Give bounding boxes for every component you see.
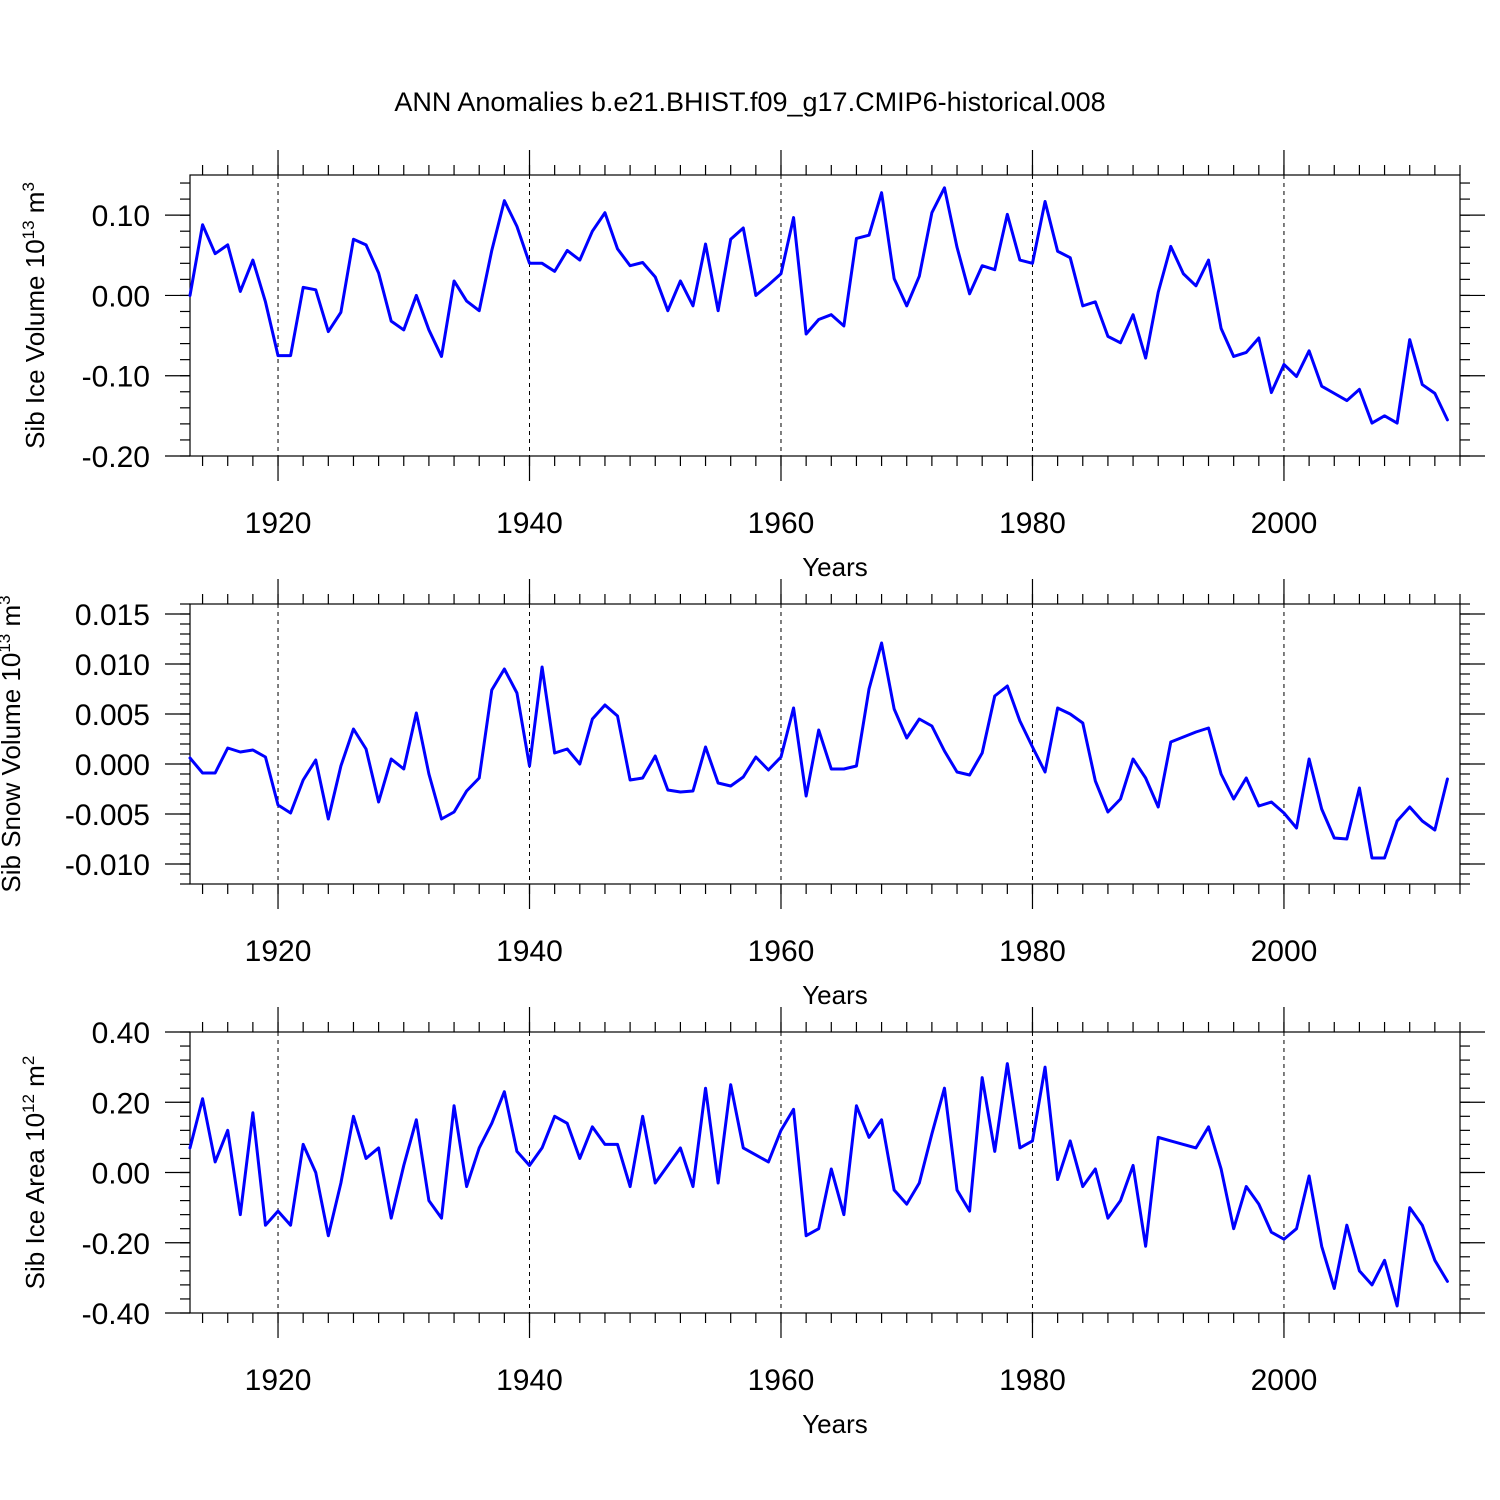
y-tick-label-0.010: 0.010 — [75, 649, 150, 682]
y-tick-label-0.20: 0.20 — [92, 1087, 150, 1120]
x-axis-title: Years — [802, 1409, 868, 1439]
chart-panel-1: 1920 1940 1960 1980 2000 -0.20 -0.10 0.00 0.10 Ye… — [19, 150, 1485, 582]
y-tick-label-0.000: 0.000 — [75, 749, 150, 782]
x-tick-label-2000: 2000 — [1251, 1364, 1318, 1397]
series-line-sib-ice-volume — [188, 186, 1449, 425]
x-tick-label-1940: 1940 — [496, 1364, 563, 1397]
plot-frame — [189, 603, 1461, 885]
plot-frame — [189, 1031, 1461, 1314]
x-tick-label-1940: 1940 — [496, 935, 563, 968]
x-tick-label-1980: 1980 — [999, 935, 1066, 968]
x-tick-label-1940: 1940 — [496, 507, 563, 540]
y-tick-label-0.40: 0.40 — [92, 1017, 150, 1050]
chart-panel-3: 1920 1940 1960 1980 2000 -0.40 -0.20 0.00 0.20 0.… — [19, 1007, 1485, 1439]
x-tick-label-1960: 1960 — [748, 1364, 815, 1397]
y-axis-title: Sib Ice Volume 1013 m3 — [19, 182, 50, 449]
x-tick-label-1960: 1960 — [748, 507, 815, 540]
x-tick-label-1920: 1920 — [245, 1364, 312, 1397]
plot-frame — [189, 174, 1461, 457]
y-tick-label--0.005: -0.005 — [65, 799, 150, 832]
figure-title: ANN Anomalies b.e21.BHIST.f09_g17.CMIP6-… — [394, 87, 1105, 117]
chart-panel-2: 1920 1940 1960 1980 2000 -0.010 -0.005 0.000 0.0… — [0, 579, 1485, 1010]
x-axis-title: Years — [802, 552, 868, 582]
x-tick-label-1980: 1980 — [999, 507, 1066, 540]
y-axis-title: Sib Snow Volume 1013 m3 — [0, 595, 26, 892]
x-tick-label-1920: 1920 — [245, 507, 312, 540]
y-tick-label-0.005: 0.005 — [75, 699, 150, 732]
y-axis-title: Sib Ice Area 1012 m2 — [19, 1056, 50, 1290]
y-tick-label-0.015: 0.015 — [75, 599, 150, 632]
series-line-sib-ice-area — [188, 1062, 1449, 1308]
y-tick-label--0.010: -0.010 — [65, 849, 150, 882]
x-tick-label-2000: 2000 — [1251, 935, 1318, 968]
y-tick-label-0.00: 0.00 — [92, 280, 150, 313]
y-tick-label--0.20: -0.20 — [82, 1228, 150, 1261]
y-tick-label--0.20: -0.20 — [82, 441, 150, 474]
series-line-sib-snow-volume — [188, 641, 1449, 860]
y-tick-label--0.10: -0.10 — [82, 361, 150, 394]
y-tick-label-0.10: 0.10 — [92, 200, 150, 233]
x-tick-label-1960: 1960 — [748, 935, 815, 968]
x-tick-label-1920: 1920 — [245, 935, 312, 968]
x-axis-title: Years — [802, 980, 868, 1010]
x-tick-label-2000: 2000 — [1251, 507, 1318, 540]
x-tick-label-1980: 1980 — [999, 1364, 1066, 1397]
y-tick-label--0.40: -0.40 — [82, 1298, 150, 1331]
y-tick-label-0.00: 0.00 — [92, 1158, 150, 1191]
